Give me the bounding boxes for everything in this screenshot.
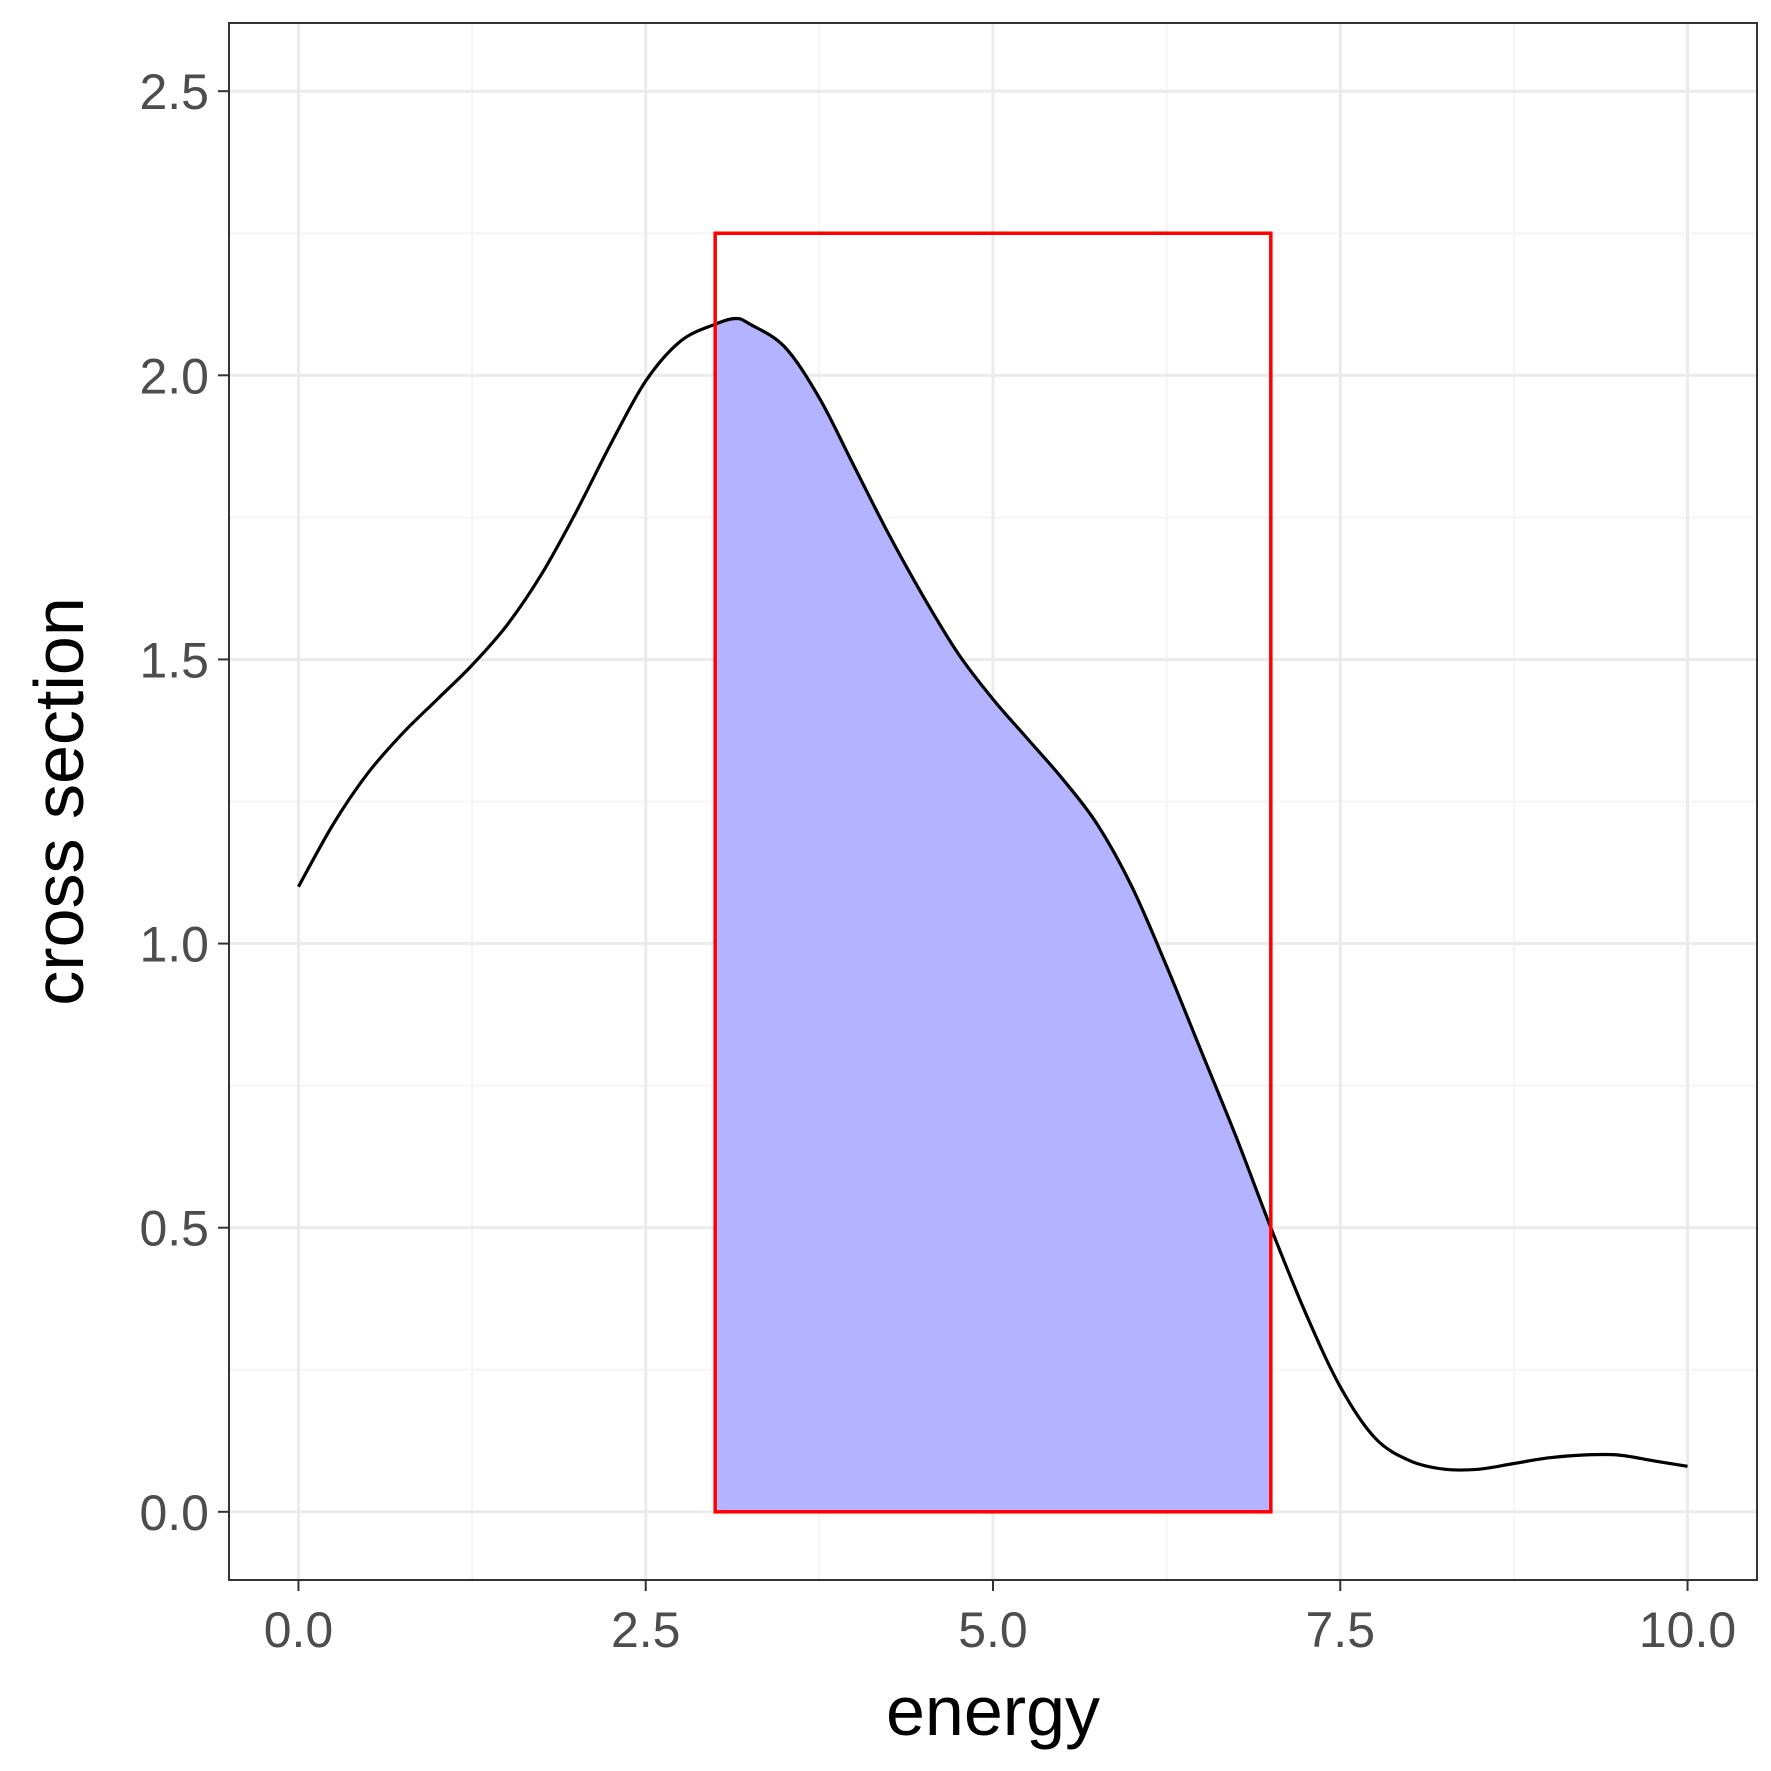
y-axis-title: cross section bbox=[20, 597, 98, 1005]
x-tick-label: 2.5 bbox=[611, 1602, 681, 1658]
y-tick-label: 1.5 bbox=[139, 632, 209, 688]
y-tick-label: 2.0 bbox=[139, 348, 209, 404]
series-line bbox=[297, 316, 1688, 1472]
x-tick-label: 0.0 bbox=[264, 1602, 334, 1658]
y-tick-label: 0.0 bbox=[139, 1485, 209, 1541]
x-axis: 0.0 2.5 5.0 7.5 10.0 bbox=[264, 1580, 1736, 1658]
y-axis: 0.0 0.5 1.0 1.5 2.0 2.5 bbox=[139, 64, 229, 1541]
y-tick-label: 0.5 bbox=[139, 1201, 209, 1257]
x-tick-label: 5.0 bbox=[958, 1602, 1028, 1658]
x-tick-label: 7.5 bbox=[1306, 1602, 1376, 1658]
x-tick-label: 10.0 bbox=[1639, 1602, 1736, 1658]
shaded-area-layer bbox=[715, 318, 1271, 1512]
highlight-rect bbox=[713, 231, 1273, 1514]
y-tick-label: 2.5 bbox=[139, 64, 209, 120]
y-tick-label: 1.0 bbox=[139, 917, 209, 973]
curve-layer bbox=[297, 316, 1688, 1472]
highlight-rect-layer bbox=[713, 231, 1273, 1514]
shaded-area bbox=[715, 318, 1271, 1512]
x-axis-title: energy bbox=[886, 1672, 1100, 1750]
